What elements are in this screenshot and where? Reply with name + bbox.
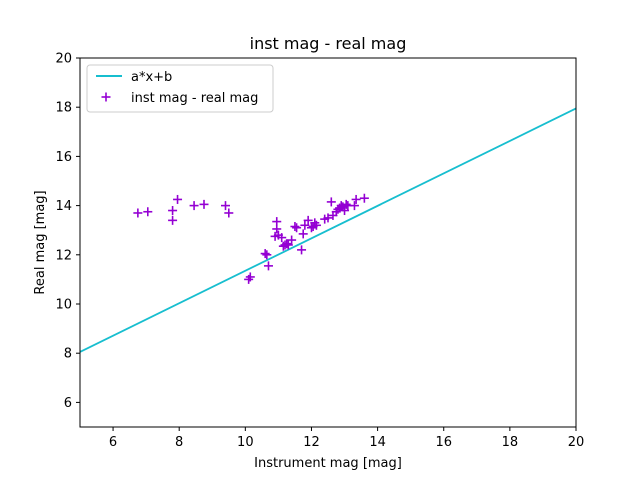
series-layer	[79, 107, 577, 353]
scatter-point	[292, 223, 302, 233]
x-tick-label: 14	[369, 435, 386, 450]
scatter-point	[323, 213, 333, 223]
y-tick-label: 6	[64, 396, 72, 411]
scatter-point	[173, 194, 183, 204]
x-tick-label: 10	[237, 435, 254, 450]
legend: a*x+b inst mag - real mag	[86, 64, 274, 113]
chart-title: inst mag - real mag	[250, 34, 407, 53]
scatter-point	[340, 206, 350, 216]
scatter-point	[282, 239, 292, 249]
x-tick-label: 8	[175, 435, 183, 450]
scatter-point	[133, 208, 143, 218]
legend-plus-marker	[101, 92, 111, 102]
scatter-point	[297, 245, 307, 255]
scatter-point	[311, 220, 321, 230]
scatter-point	[189, 201, 199, 211]
scatter-point	[359, 193, 369, 203]
x-tick-label: 6	[109, 435, 117, 450]
y-tick-label: 20	[55, 52, 72, 67]
x-tick-label: 18	[502, 435, 519, 450]
scatter-point	[245, 272, 255, 282]
scatter-point	[290, 222, 300, 232]
scatter-point	[277, 233, 287, 243]
x-axis-label: Instrument mag [mag]	[254, 456, 402, 471]
y-tick-label: 8	[64, 347, 72, 362]
legend-box	[86, 64, 274, 113]
legend-marker-swatch	[101, 92, 111, 102]
x-tick-label: 20	[568, 435, 585, 450]
scatter-point	[199, 199, 209, 209]
scatter-point	[260, 249, 270, 259]
legend-label-fit-line: a*x+b	[131, 70, 172, 85]
scatter-point	[287, 235, 297, 245]
scatter-point	[283, 240, 293, 250]
x-tick-label: 12	[303, 435, 320, 450]
plot-frame	[79, 57, 577, 428]
y-tick-label: 14	[55, 199, 72, 214]
axis-ticks: 6 8 10 12 14 16 18 20 6 8 10 12 14 16 18 20	[55, 52, 584, 451]
scatter-point	[263, 261, 273, 271]
x-tick-label: 16	[435, 435, 452, 450]
scatter-point	[220, 201, 230, 211]
scatter-point	[306, 223, 316, 233]
scatter-point	[341, 199, 351, 209]
y-tick-label: 16	[55, 150, 72, 165]
scatter-point	[326, 197, 336, 207]
scatter-point	[168, 215, 178, 225]
scatter-point	[272, 217, 282, 227]
scatter-point	[303, 215, 313, 225]
fit-line	[79, 107, 577, 353]
scatter-point	[168, 206, 178, 216]
scatter-point	[349, 201, 359, 211]
y-axis-label: Real mag [mag]	[33, 190, 48, 294]
scatter-point	[262, 250, 272, 260]
scatter-point	[351, 194, 361, 204]
scatter-point	[224, 208, 234, 218]
scatter-point	[143, 207, 153, 217]
y-tick-label: 12	[55, 248, 72, 263]
y-tick-label: 10	[55, 298, 72, 313]
scatter-point	[298, 229, 308, 239]
legend-label-scatter: inst mag - real mag	[131, 91, 258, 106]
scatter-point	[300, 220, 310, 230]
y-tick-label: 18	[55, 101, 72, 116]
